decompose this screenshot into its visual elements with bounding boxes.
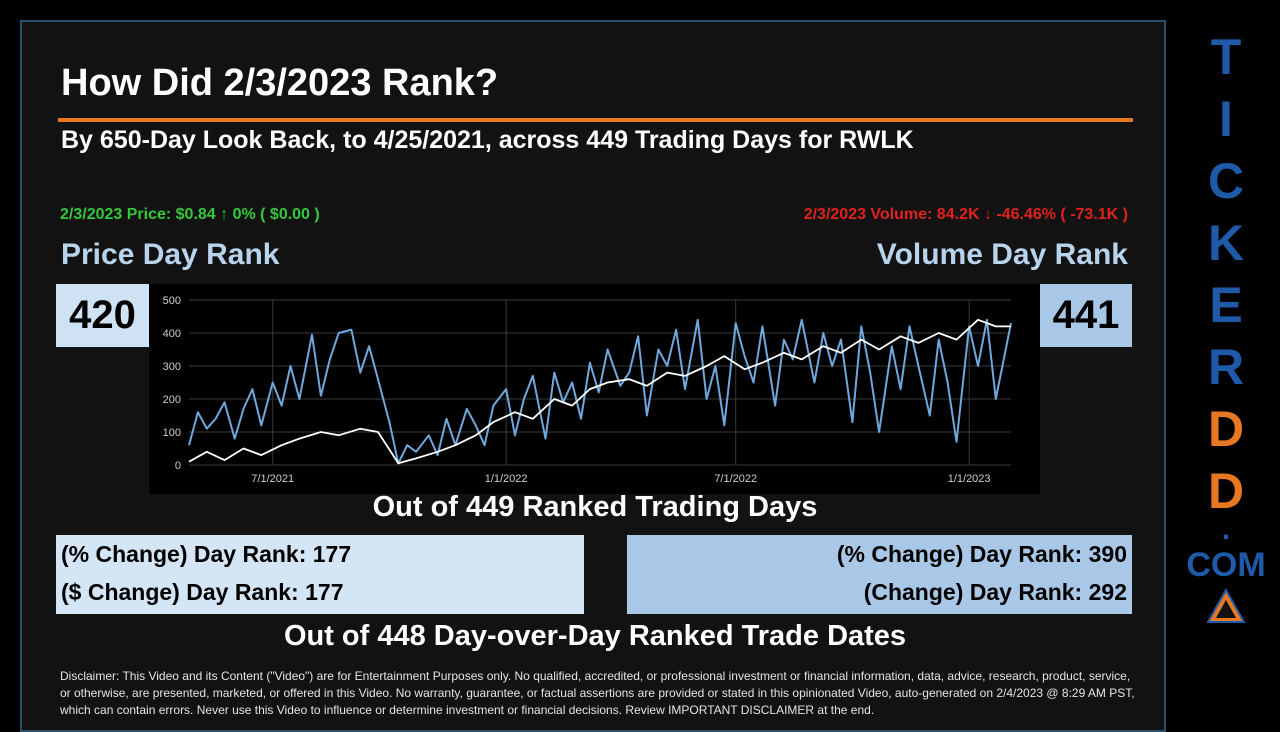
y-tick-label: 0 <box>175 460 181 472</box>
brand-letter: E <box>1209 277 1243 333</box>
y-tick-label: 500 <box>163 295 181 307</box>
x-tick-label: 1/1/2022 <box>485 473 528 485</box>
brand-letter: D <box>1207 401 1245 457</box>
disclaimer-text: Disclaimer: This Video and its Content (… <box>60 669 1135 717</box>
page-title: How Did 2/3/2023 Rank? <box>61 62 499 104</box>
volume-rank-heading: Volume Day Rank <box>876 238 1128 271</box>
chart-series <box>188 318 1012 465</box>
x-tick-label: 7/1/2021 <box>251 473 294 485</box>
brand-letter: C <box>1207 153 1245 209</box>
price-stat: 2/3/2023 Price: $0.84 ↑ 0% ( $0.00 ) <box>60 206 320 223</box>
brand-letter: K <box>1207 215 1245 271</box>
brand-dot: . <box>1221 513 1231 546</box>
brand-letter: R <box>1207 339 1245 395</box>
price-rank-value: 420 <box>56 284 149 347</box>
brand-letter: D <box>1207 463 1245 519</box>
x-tick-label: 1/1/2023 <box>948 473 991 485</box>
brand-letter: I <box>1219 91 1233 147</box>
y-tick-label: 100 <box>163 427 181 439</box>
price-rank-line <box>188 318 1011 465</box>
price-change-ranks: (% Change) Day Rank: 177 ($ Change) Day … <box>56 535 584 614</box>
title-divider <box>58 118 1133 122</box>
volume-change-ranks: (% Change) Day Rank: 390 (Change) Day Ra… <box>627 535 1132 614</box>
chart-axes: 0 100 200 300 400 500 7/1/2021 1/1/2022 7/1/2022… <box>163 295 991 485</box>
volume-pct-change-rank: (% Change) Day Rank: 390 <box>836 541 1127 567</box>
y-tick-label: 300 <box>163 361 181 373</box>
volume-rank-value: 441 <box>1040 284 1132 347</box>
price-pct-change-rank: (% Change) Day Rank: 177 <box>61 541 352 567</box>
brand-letter: T <box>1210 29 1242 85</box>
price-rank-heading: Price Day Rank <box>61 238 280 271</box>
brand-com: COM <box>1186 546 1266 584</box>
x-tick-label: 7/1/2022 <box>714 473 757 485</box>
volume-stat: 2/3/2023 Volume: 84.2K ↓ -46.46% ( -73.1… <box>803 206 1128 223</box>
ranked-dates-caption: Out of 448 Day-over-Day Ranked Trade Dat… <box>283 620 907 652</box>
page-subtitle: By 650-Day Look Back, to 4/25/2021, acro… <box>61 126 914 154</box>
volume-change-rank: (Change) Day Rank: 292 <box>863 579 1127 605</box>
volume-rank-line <box>188 318 1012 465</box>
price-dollar-change-rank: ($ Change) Day Rank: 177 <box>61 579 344 605</box>
brand-column: T I C K E R D D . COM <box>1176 26 1276 628</box>
y-tick-label: 200 <box>163 394 181 406</box>
y-tick-label: 400 <box>163 328 181 340</box>
ranked-days-caption: Out of 449 Ranked Trading Days <box>372 491 818 523</box>
rank-chart: 0 100 200 300 400 500 7/1/2021 1/1/2022 7/1/2022… <box>149 284 1040 494</box>
warning-triangle-logo-icon <box>1176 587 1276 628</box>
rank-chart-svg: 0 100 200 300 400 500 7/1/2021 1/1/2022 7/1/2022… <box>163 295 1012 485</box>
